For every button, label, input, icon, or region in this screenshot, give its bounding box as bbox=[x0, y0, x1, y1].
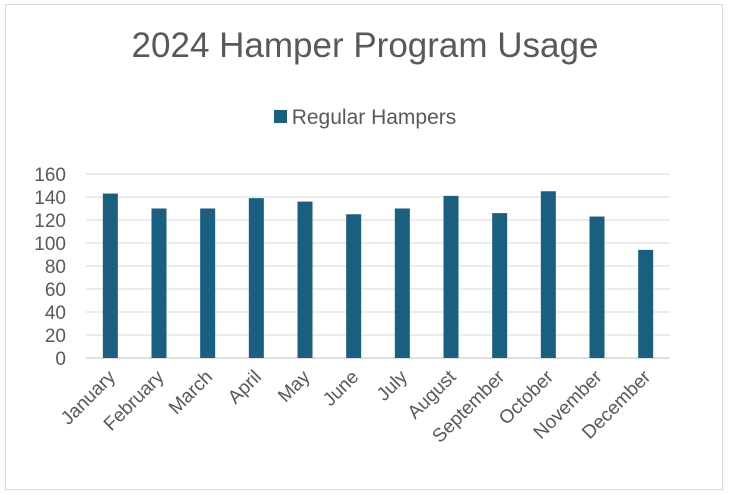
y-tick-label: 0 bbox=[55, 349, 66, 370]
bar-february bbox=[151, 208, 167, 358]
bar-april bbox=[248, 198, 264, 358]
legend-label: Regular Hampers bbox=[291, 106, 457, 129]
bar-july bbox=[394, 208, 410, 358]
y-tick-label: 80 bbox=[45, 257, 66, 278]
y-tick-label: 40 bbox=[45, 303, 66, 324]
x-tick-label: June bbox=[319, 367, 363, 411]
x-tick-label: April bbox=[224, 367, 266, 409]
x-tick-label: May bbox=[274, 366, 315, 407]
bar-may bbox=[297, 201, 313, 358]
chart-title: 2024 Hamper Program Usage bbox=[131, 26, 599, 65]
y-tick-label: 60 bbox=[45, 280, 66, 301]
y-tick-label: 20 bbox=[45, 326, 66, 347]
x-tick-label: March bbox=[165, 367, 217, 419]
bar-august bbox=[443, 195, 459, 358]
x-tick-label: July bbox=[373, 366, 412, 405]
bar-december bbox=[638, 249, 654, 358]
chart-legend: Regular Hampers bbox=[6, 106, 724, 130]
y-tick-label: 120 bbox=[34, 211, 66, 232]
legend-swatch bbox=[273, 109, 287, 123]
bar-november bbox=[589, 216, 605, 358]
bar-october bbox=[540, 191, 556, 358]
y-tick-label: 140 bbox=[34, 188, 66, 209]
y-tick-label: 100 bbox=[34, 234, 66, 255]
bar-march bbox=[200, 208, 216, 358]
bar-september bbox=[492, 213, 508, 358]
bar-june bbox=[346, 214, 362, 358]
y-tick-label: 160 bbox=[34, 165, 66, 186]
bar-january bbox=[102, 193, 118, 358]
